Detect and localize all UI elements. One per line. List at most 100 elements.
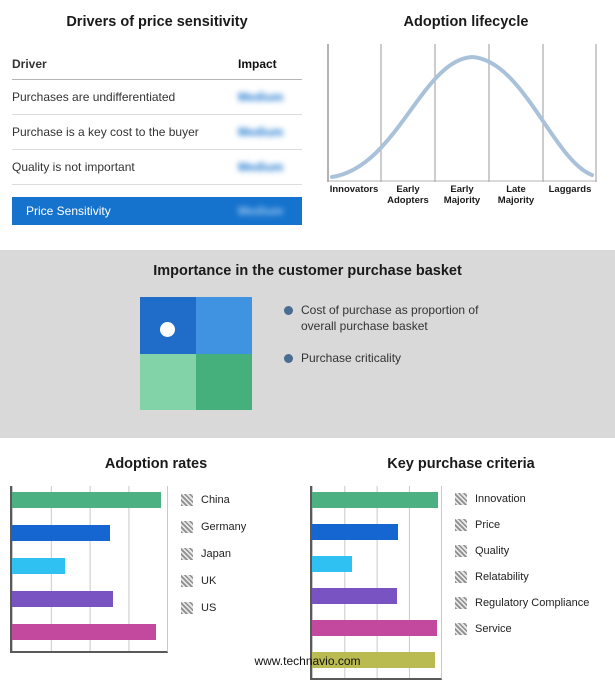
table-row: Purchases are undifferentiated Medium <box>12 80 302 115</box>
bar-relatability <box>312 588 398 604</box>
price-sensitivity-highlight-row: Price Sensitivity Medium <box>12 197 302 225</box>
swatch-icon <box>181 493 193 506</box>
swatch-icon <box>455 545 467 557</box>
key-purchase-criteria-title: Key purchase criteria <box>387 456 535 472</box>
impact-cell-redacted: Medium <box>238 160 284 174</box>
website-url: www.technavio.com <box>254 654 361 668</box>
table-row: Purchase is a key cost to the buyer Medi… <box>12 115 302 150</box>
category-row: US <box>181 594 246 621</box>
bar-price <box>312 524 399 540</box>
quadrant-top-left <box>140 297 196 354</box>
category-row: Relatability <box>455 564 589 590</box>
bullet-icon <box>284 354 293 364</box>
category-label: US <box>201 601 217 614</box>
category-row: Service <box>455 616 589 642</box>
category-row: Japan <box>181 540 246 567</box>
adoption-rates-title: Adoption rates <box>104 456 208 472</box>
legend-label: Cost of purchase as proportion of overal… <box>301 303 479 333</box>
column-header-impact: Impact <box>238 57 277 71</box>
column-header-driver: Driver <box>12 57 47 71</box>
key-purchase-criteria-labels: Innovation Price Quality Relatability Re… <box>455 486 589 680</box>
drivers-title: Drivers of price sensitivity <box>66 14 248 30</box>
impact-cell-redacted: Medium <box>238 204 284 218</box>
legend-item: Cost of purchase as proportion of overal… <box>284 303 502 334</box>
bar-innovation <box>312 492 439 508</box>
table-row: Quality is not important Medium <box>12 150 302 185</box>
table-header: Driver Impact <box>12 50 302 80</box>
category-row: Innovation <box>455 486 589 512</box>
bar-uk <box>12 591 113 607</box>
driver-cell: Purchases are undifferentiated <box>12 90 176 104</box>
swatch-icon <box>455 519 467 531</box>
key-purchase-criteria-panel: Key purchase criteria Innovation Price Q… <box>310 448 612 680</box>
swatch-icon <box>181 520 193 533</box>
impact-cell-redacted: Medium <box>238 90 284 104</box>
quadrant-bottom-left <box>140 353 196 410</box>
basket-title: Importance in the customer purchase bask… <box>153 263 462 279</box>
swatch-icon <box>455 493 467 505</box>
category-label: Germany <box>201 520 247 533</box>
category-row: China <box>181 486 246 513</box>
key-purchase-criteria-plot <box>310 486 442 680</box>
bell-curve-chart <box>327 44 597 182</box>
lifecycle-title: Adoption lifecycle <box>403 14 529 30</box>
category-row: Regulatory Compliance <box>455 590 589 616</box>
bar-quality <box>312 556 352 572</box>
swatch-icon <box>181 601 193 614</box>
impact-cell-redacted: Medium <box>238 125 284 139</box>
adoption-curve <box>330 54 594 179</box>
swatch-icon <box>455 571 467 583</box>
swatch-icon <box>181 574 193 587</box>
stage-labels: Innovators Early Adopters Early Majority… <box>327 184 597 207</box>
position-marker-dot <box>160 322 175 337</box>
quadrant-top-right <box>196 297 252 354</box>
drivers-panel: Drivers of price sensitivity Driver Impa… <box>12 8 302 250</box>
bell-curve-svg <box>327 44 597 182</box>
basket-legend: Cost of purchase as proportion of overal… <box>284 297 502 410</box>
category-label: Relatability <box>475 571 529 583</box>
swatch-icon <box>455 597 467 609</box>
bar-us <box>12 624 157 640</box>
category-label: Price <box>475 519 501 531</box>
category-row: UK <box>181 567 246 594</box>
bullet-icon <box>284 306 293 315</box>
adoption-rates-plot <box>10 486 168 653</box>
adoption-rates-panel: Adoption rates China Germany Japan UK US <box>10 448 302 680</box>
highlight-label: Price Sensitivity <box>26 204 111 218</box>
adoption-lifecycle-panel: Adoption lifecycle Innovators Early Adop… <box>327 8 605 250</box>
driver-cell: Purchase is a key cost to the buyer <box>12 125 199 139</box>
quadrant-bottom-right <box>196 353 252 410</box>
quadrant-chart <box>140 297 252 410</box>
category-label: Regulatory Compliance <box>475 597 590 609</box>
stage-label: Early Majority <box>443 184 481 206</box>
swatch-icon <box>455 623 467 635</box>
bar-japan <box>12 558 65 574</box>
driver-cell: Quality is not important <box>12 160 135 174</box>
category-label: Innovation <box>475 493 526 505</box>
stage-label: Late Majority <box>497 184 535 206</box>
stage-label: Laggards <box>548 184 592 195</box>
stage-label: Early Adopters <box>387 184 429 206</box>
bar-germany <box>12 525 110 541</box>
legend-label: Purchase criticality <box>301 351 402 366</box>
category-label: Service <box>475 623 512 635</box>
stage-label: Innovators <box>329 184 379 195</box>
bar-china <box>12 492 161 508</box>
category-label: Japan <box>201 547 231 560</box>
bottom-row: Adoption rates China Germany Japan UK US <box>0 438 615 680</box>
top-row: Drivers of price sensitivity Driver Impa… <box>0 0 615 250</box>
basket-content: Cost of purchase as proportion of overal… <box>0 297 615 410</box>
purchase-basket-panel: Importance in the customer purchase bask… <box>0 250 615 438</box>
category-label: Quality <box>475 545 510 557</box>
category-row: Price <box>455 512 589 538</box>
category-row: Quality <box>455 538 589 564</box>
swatch-icon <box>181 547 193 560</box>
legend-item: Purchase criticality <box>284 351 502 367</box>
category-label: UK <box>201 574 217 587</box>
bar-regulatory-compliance <box>312 620 438 636</box>
category-row: Germany <box>181 513 246 540</box>
adoption-rates-labels: China Germany Japan UK US <box>181 486 246 653</box>
bar-service <box>312 652 435 668</box>
category-label: China <box>201 493 230 506</box>
